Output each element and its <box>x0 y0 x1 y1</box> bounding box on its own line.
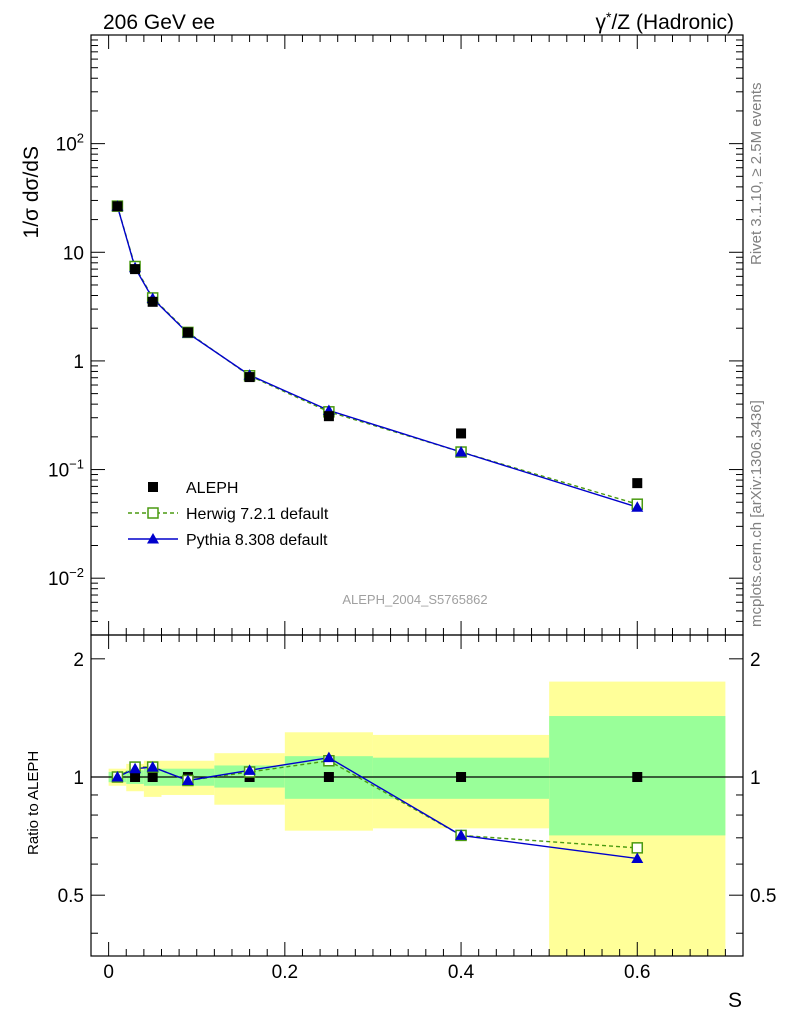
main-point-0-2 <box>147 296 158 307</box>
main-y-tick-label-4: 102 <box>56 131 84 156</box>
legend-item-2: Pythia 8.308 default <box>128 532 328 549</box>
ratio-data-point-5 <box>323 772 334 783</box>
right-title-gamma: γ <box>596 11 607 34</box>
side-text-upper: Rivet 3.1.10, ≥ 2.5M events <box>748 83 765 266</box>
main-point-0-7 <box>632 478 643 489</box>
main-y-label: 1/σ dσ/dS <box>20 146 43 238</box>
ratio-data-point-2 <box>147 772 158 783</box>
main-point-0-0 <box>112 201 123 212</box>
x-axis-label: S <box>728 989 742 1012</box>
ratio-point-1-6 <box>455 829 468 840</box>
legend-marker-1 <box>147 507 159 519</box>
ratio-point-1-4 <box>243 764 256 775</box>
main-panel: 10−2 10−1 1 10 102 1/σ dσ/dS ALEPH_2004_S576… <box>20 34 744 636</box>
ratio-point-1-3 <box>181 774 194 785</box>
ratio-point-1-2 <box>146 761 159 772</box>
ratio-y-tick-label-right-0: 0.5 <box>750 886 776 907</box>
x-tick-label-1: 0.2 <box>272 962 298 983</box>
side-text-lower: mcplots.cern.ch [arXiv:1306.3436] <box>748 400 765 627</box>
ratio-y-tick-label-right-1: 1 <box>750 768 761 789</box>
ratio-y-tick-label-right-2: 2 <box>750 650 761 671</box>
ratio-frame <box>90 634 744 957</box>
legend-label-0: ALEPH <box>186 480 238 497</box>
main-point-0-4 <box>244 372 255 383</box>
legend-item-1: Herwig 7.2.1 default <box>128 506 329 523</box>
x-tick-label-0: 0 <box>103 962 114 983</box>
ratio-y-tick-label-1: 1 <box>73 768 84 789</box>
main-point-0-1 <box>130 264 141 275</box>
ratio-series-layer <box>111 751 644 864</box>
ratio-point-1-7 <box>631 852 644 864</box>
ratio-data-point-6 <box>456 772 467 783</box>
main-y-tick-label-3: 10 <box>63 243 84 264</box>
main-line-2 <box>116 206 638 508</box>
legend: ALEPH Herwig 7.2.1 default Pythia 8.308 de… <box>128 480 329 549</box>
ratio-panel: 0.5 0.5 1 1 2 2 0 0.2 0.4 0.6 Ratio to ALEPH S <box>25 634 776 1012</box>
legend-item-0: ALEPH <box>148 480 238 497</box>
ratio-ticks-layer: 0.5 0.5 1 1 2 2 0 0.2 0.4 0.6 <box>58 635 776 983</box>
main-y-tick-label-0: 10−2 <box>48 565 84 590</box>
x-tick-label-2: 0.4 <box>448 962 475 983</box>
main-ticks-layer: 10−2 10−1 1 10 102 <box>48 35 743 636</box>
ratio-data-point-1 <box>130 772 141 783</box>
legend-marker-2 <box>147 533 159 544</box>
right-title-rest: /Z (Hadronic) <box>611 11 734 34</box>
left-title: 206 GeV ee <box>103 11 215 34</box>
ratio-point-1-0 <box>111 771 124 782</box>
main-point-2-6 <box>455 446 468 457</box>
main-y-tick-label-1: 10−1 <box>48 457 84 482</box>
ratio-point-1-5 <box>322 751 335 763</box>
ratio-point-1-1 <box>129 762 142 774</box>
main-point-2-7 <box>631 501 644 512</box>
main-point-0-6 <box>456 428 467 439</box>
main-series-layer <box>111 200 644 512</box>
main-point-0-3 <box>182 327 193 338</box>
legend-marker-0 <box>148 482 158 492</box>
x-tick-label-3: 0.6 <box>624 962 650 983</box>
ratio-y-tick-label-0: 0.5 <box>58 886 84 907</box>
main-y-tick-label-2: 1 <box>73 352 84 373</box>
ratio-y-label: Ratio to ALEPH <box>25 751 42 855</box>
ratio-point-0-7 <box>631 842 644 854</box>
legend-label-2: Pythia 8.308 default <box>186 532 328 549</box>
analysis-id: ALEPH_2004_S5765862 <box>342 592 487 607</box>
ratio-y-tick-label-2: 2 <box>73 650 84 671</box>
ratio-data-point-7 <box>632 772 643 783</box>
ratio-bands-layer <box>108 681 726 956</box>
right-title: γ*/Z (Hadronic) <box>596 9 734 34</box>
main-line-1 <box>116 205 638 505</box>
right-title-star: * <box>606 9 612 25</box>
legend-label-1: Herwig 7.2.1 default <box>186 506 329 523</box>
main-point-0-5 <box>323 411 334 422</box>
